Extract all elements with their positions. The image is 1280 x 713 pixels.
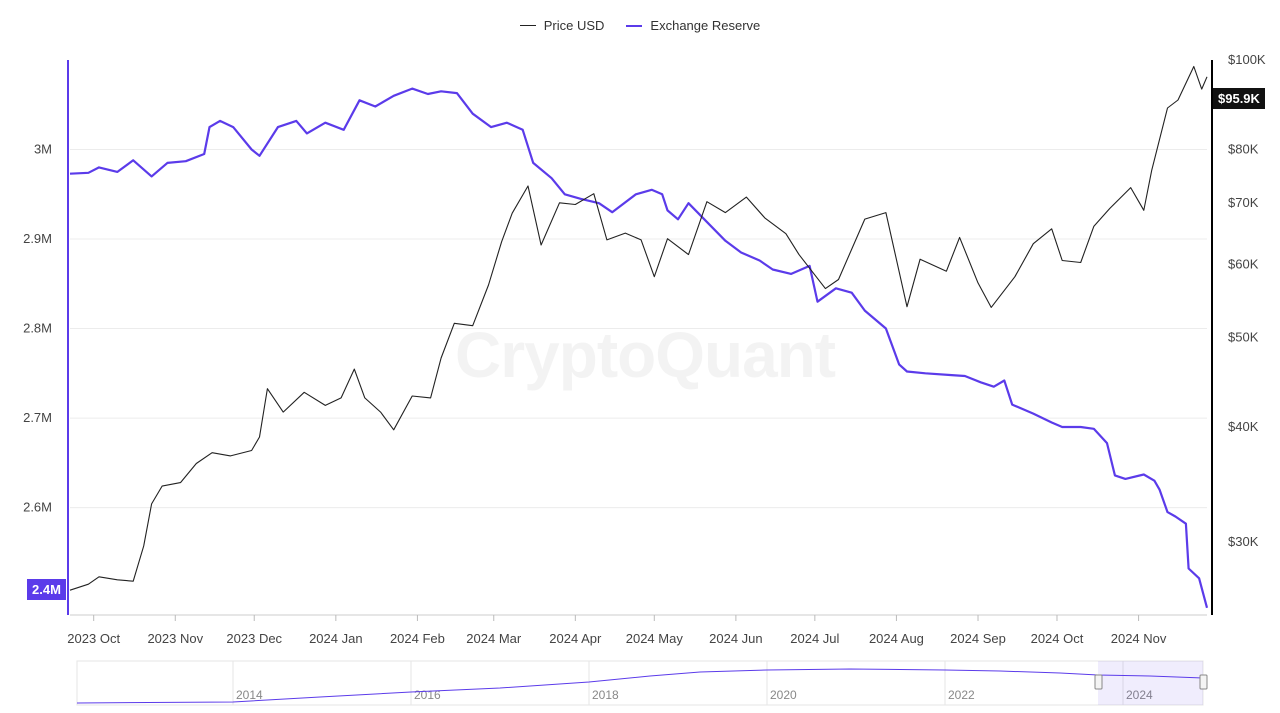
right-tick-label: $60K	[1228, 257, 1259, 272]
x-tick-label: 2024 Jun	[709, 631, 763, 646]
left-axis: 2.6M 2.7M 2.8M 2.9M 3M	[23, 60, 69, 615]
x-axis: 2023 Oct 2023 Nov 2023 Dec 2024 Jan 2024 Feb…	[67, 614, 1207, 646]
left-tick-label: 3M	[34, 142, 52, 157]
price-swatch	[519, 25, 536, 26]
x-tick-label: 2023 Oct	[67, 631, 120, 646]
reserve-current-tag: 2.4M	[27, 579, 66, 600]
navigator-left-handle[interactable]	[1094, 674, 1103, 690]
right-tick-label: $40K	[1228, 419, 1259, 434]
right-tick-label: $70K	[1228, 195, 1259, 210]
left-tick-label: 2.7M	[23, 410, 52, 425]
legend: Price USD Exchange Reserve	[0, 18, 1280, 33]
grid-lines	[70, 149, 1207, 509]
x-tick-label: 2023 Dec	[226, 631, 282, 646]
x-tick-label: 2024 May	[626, 631, 684, 646]
price-usd-line	[69, 65, 1208, 591]
x-tick-label: 2024 Oct	[1031, 631, 1084, 646]
reserve-swatch	[626, 24, 643, 27]
left-tick-label: 2.6M	[23, 500, 52, 515]
right-tick-label: $30K	[1228, 534, 1259, 549]
x-tick-label: 2024 Jan	[309, 631, 363, 646]
navigator-year-label: 2018	[592, 688, 619, 702]
legend-item-price[interactable]: Price USD	[519, 18, 605, 33]
legend-price-label: Price USD	[543, 18, 605, 33]
navigator-frame	[76, 660, 1204, 706]
series-layer	[69, 65, 1209, 609]
navigator-year-label: 2024	[1126, 688, 1153, 702]
x-tick-label: 2024 Nov	[1111, 631, 1167, 646]
right-tick-label: $50K	[1228, 330, 1259, 345]
left-tick-label: 2.8M	[23, 321, 52, 336]
navigator-right-handle[interactable]	[1199, 674, 1208, 690]
x-tick-label: 2024 Feb	[390, 631, 445, 646]
right-tick-label: $80K	[1228, 141, 1259, 156]
right-axis: $30K$40K$50K$60K$70K$80K$90K$100K	[1211, 52, 1266, 615]
legend-reserve-label: Exchange Reserve	[650, 18, 761, 33]
price-current-tag: $95.9K	[1213, 88, 1265, 109]
x-tick-label: 2024 Apr	[549, 631, 602, 646]
legend-item-reserve[interactable]: Exchange Reserve	[626, 18, 760, 33]
navigator-year-label: 2016	[414, 688, 441, 702]
navigator-year-label: 2022	[948, 688, 975, 702]
x-tick-label: 2024 Sep	[950, 631, 1006, 646]
right-tick-label: $100K	[1228, 52, 1266, 67]
x-tick-label: 2024 Jul	[790, 631, 839, 646]
x-tick-label: 2023 Nov	[147, 631, 203, 646]
x-tick-label: 2024 Aug	[869, 631, 924, 646]
x-tick-label: 2024 Mar	[466, 631, 522, 646]
navigator-selection	[1098, 661, 1203, 705]
navigator-line	[76, 668, 1204, 704]
navigator-year-label: 2020	[770, 688, 797, 702]
exchange-reserve-line	[69, 87, 1209, 609]
left-tick-label: 2.9M	[23, 231, 52, 246]
range-navigator[interactable]: 2014 2016 2018 2020 2022 2024	[76, 660, 1208, 706]
navigator-year-label: 2014	[236, 688, 263, 702]
